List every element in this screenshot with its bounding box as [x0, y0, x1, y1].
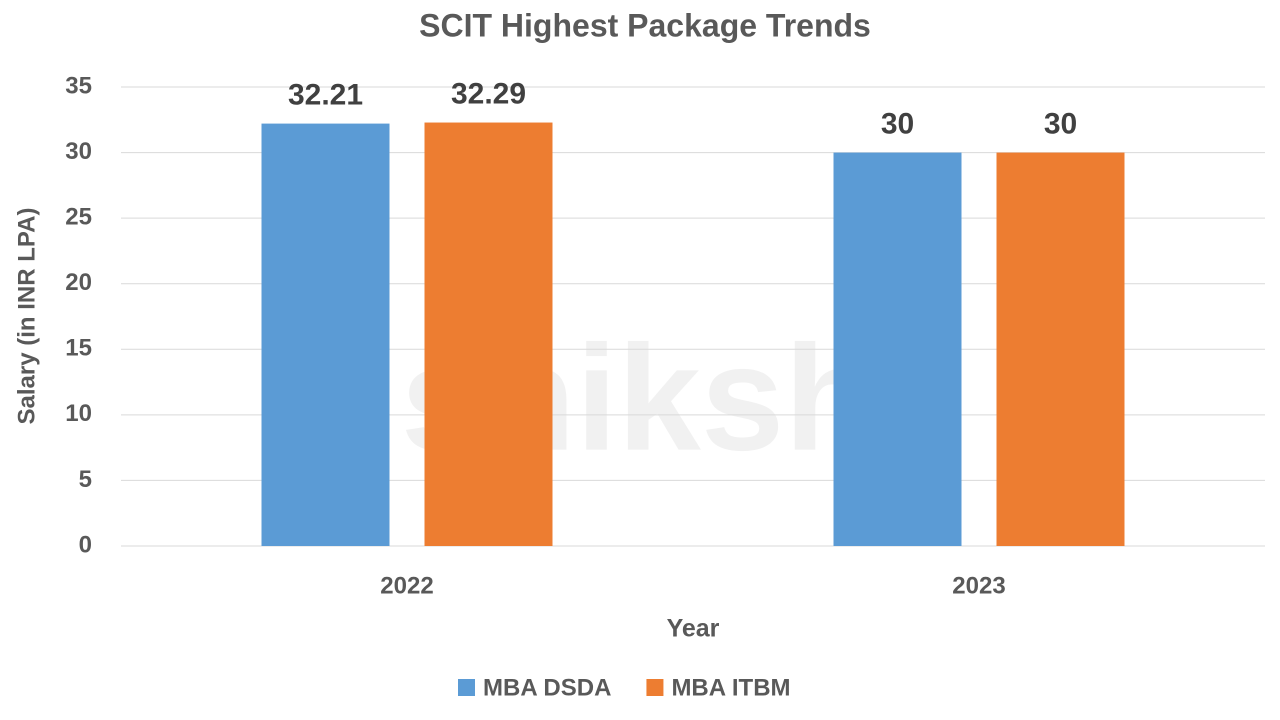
x-tick-label: 2023 — [952, 572, 1005, 599]
y-tick-label: 30 — [65, 138, 92, 165]
data-label: 30 — [1044, 107, 1077, 140]
y-tick-label: 10 — [65, 400, 92, 427]
x-tick-label: 2022 — [380, 572, 433, 599]
y-tick-label: 35 — [65, 72, 92, 99]
data-label: 30 — [881, 107, 914, 140]
x-axis-label: Year — [667, 615, 720, 643]
y-tick-label: 25 — [65, 203, 92, 230]
legend-label: MBA DSDA — [483, 674, 611, 701]
bar — [261, 123, 390, 546]
bar — [424, 122, 553, 547]
bar — [833, 152, 962, 547]
y-axis-label: Salary (in INR LPA) — [13, 208, 40, 425]
legend-swatch — [646, 679, 664, 696]
bar — [996, 152, 1125, 547]
y-tick-label: 5 — [79, 466, 92, 493]
y-tick-label: 15 — [65, 335, 92, 362]
legend-swatch — [458, 679, 475, 696]
data-label: 32.21 — [288, 79, 363, 112]
y-tick-label: 0 — [79, 531, 92, 558]
y-tick-label: 20 — [65, 269, 92, 296]
legend-label: MBA ITBM — [671, 674, 790, 701]
data-label: 32.29 — [451, 77, 526, 110]
chart-title: SCIT Highest Package Trends — [419, 7, 871, 43]
